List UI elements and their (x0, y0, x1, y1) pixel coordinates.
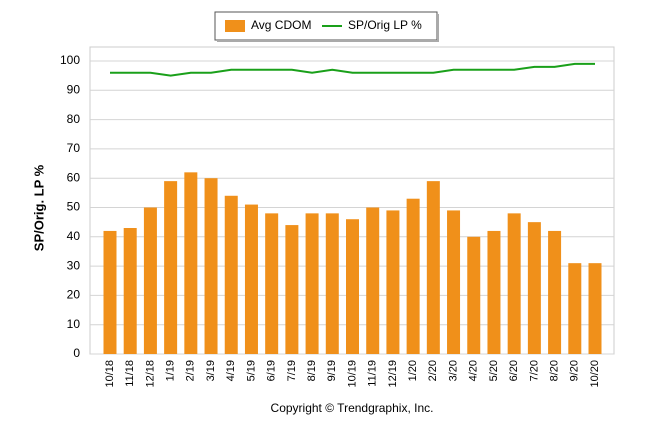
x-tick-label: 10/20 (589, 360, 601, 388)
bar (244, 204, 258, 354)
y-tick-label: 70 (67, 141, 81, 155)
x-tick-label: 6/20 (508, 360, 520, 381)
bar (548, 230, 562, 354)
x-tick-label: 7/20 (528, 360, 540, 381)
legend-label: SP/Orig LP % (348, 18, 422, 32)
bar (164, 181, 178, 354)
bar (325, 213, 339, 354)
x-tick-label: 11/18 (124, 360, 136, 387)
x-tick-label: 10/19 (346, 360, 358, 388)
x-tick-label: 12/18 (144, 360, 156, 388)
bar (184, 172, 198, 354)
x-tick-label: 5/19 (245, 360, 257, 381)
bar (285, 225, 299, 354)
legend-shadow (217, 40, 439, 42)
x-tick-label: 2/20 (427, 360, 439, 381)
y-tick-label: 40 (67, 229, 81, 243)
bar (123, 228, 137, 354)
bar (265, 213, 279, 354)
x-tick-label: 4/20 (468, 360, 480, 381)
x-tick-label: 10/18 (104, 360, 116, 388)
x-tick-label: 5/20 (488, 360, 500, 381)
y-tick-label: 50 (67, 200, 81, 214)
bar (346, 219, 359, 354)
x-tick-label: 1/19 (165, 360, 177, 381)
x-tick-label: 9/20 (569, 360, 581, 381)
bar (366, 207, 380, 354)
legend-shadow (437, 14, 439, 42)
bar (204, 178, 218, 354)
bar (406, 198, 420, 354)
y-tick-label: 90 (67, 82, 81, 96)
y-tick-label: 60 (67, 170, 81, 184)
x-tick-label: 11/19 (367, 360, 379, 387)
bar (507, 213, 521, 354)
bar (386, 210, 400, 354)
x-tick-label: 2/19 (185, 360, 197, 381)
x-tick-label: 12/19 (387, 360, 399, 388)
bar (305, 213, 319, 354)
bar (143, 207, 157, 354)
y-tick-label: 10 (67, 317, 81, 331)
x-tick-label: 7/19 (286, 360, 298, 381)
line (110, 62, 595, 77)
bar (447, 210, 461, 354)
x-tick-label: 1/20 (407, 360, 419, 381)
y-tick-label: 30 (67, 258, 81, 272)
bar (568, 263, 582, 354)
x-tick-label: 9/19 (326, 360, 338, 381)
legend-swatch (225, 20, 245, 32)
bar (426, 181, 440, 354)
x-tick-label: 4/19 (225, 360, 237, 381)
x-tick-label: 3/20 (447, 360, 459, 381)
y-tick-label: 80 (67, 112, 81, 126)
bar (588, 263, 602, 354)
bar (487, 230, 501, 354)
bar (467, 236, 481, 354)
x-tick-label: 8/19 (306, 360, 318, 381)
x-tick-label: 6/19 (266, 360, 278, 381)
y-tick-label: 100 (60, 53, 80, 67)
y-tick-label: 0 (73, 346, 80, 360)
x-tick-label: 8/20 (548, 360, 560, 381)
y-axis-label: SP/Orig. LP % (31, 164, 46, 251)
x-tick-label: 3/19 (205, 360, 217, 381)
footer: Copyright © Trendgraphix, Inc. (271, 401, 434, 415)
y-tick-label: 20 (67, 288, 81, 302)
bar (224, 195, 238, 354)
legend-label: Avg CDOM (251, 18, 311, 32)
bar (103, 230, 117, 354)
bar (527, 222, 541, 354)
